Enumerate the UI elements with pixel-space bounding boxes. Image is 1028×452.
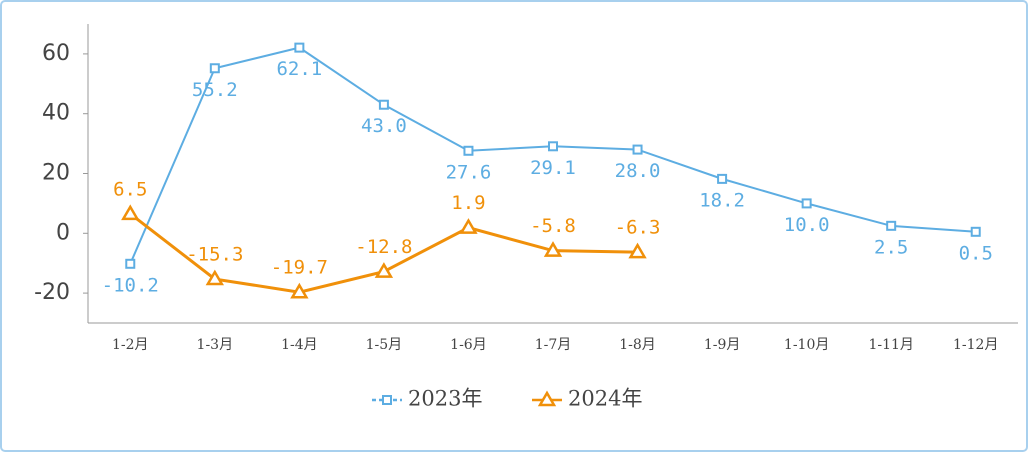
point [886, 220, 897, 231]
point [628, 242, 647, 259]
y-tick-label: 40 [42, 101, 70, 126]
x-tick-label: 1-11月 [868, 337, 913, 353]
x-tick-label: 1-6月 [450, 337, 487, 353]
value-label: -15.3 [186, 244, 243, 266]
value-label: 43.0 [361, 115, 407, 137]
value-label: 27.6 [446, 161, 492, 183]
y-tick-label: 60 [42, 41, 70, 66]
point [543, 241, 563, 257]
legend-label: 2023年 [408, 387, 482, 411]
point [801, 198, 812, 209]
value-label: -12.8 [355, 236, 412, 258]
value-label: 6.5 [113, 178, 147, 200]
point [548, 141, 558, 152]
point [121, 204, 140, 221]
legend-marker [382, 395, 392, 405]
value-label: 62.1 [276, 58, 322, 80]
point [374, 262, 394, 278]
value-label: 29.1 [530, 157, 576, 179]
value-label: 55.2 [192, 79, 238, 101]
y-tick-label: 0 [56, 220, 70, 245]
value-label: -6.3 [615, 217, 661, 239]
y-tick-label: -20 [34, 280, 70, 305]
x-tick-label: 1-7月 [535, 337, 572, 353]
point [125, 258, 136, 269]
value-label: 28.0 [615, 160, 661, 182]
point [459, 218, 478, 234]
x-tick-label: 1-10月 [784, 337, 829, 353]
value-label: 1.9 [451, 192, 485, 214]
value-label: -5.8 [530, 215, 576, 237]
y-tick-label: 20 [42, 161, 70, 186]
value-label: 18.2 [699, 189, 745, 211]
value-label: 0.5 [959, 242, 993, 264]
x-tick-label: 1-2月 [112, 337, 149, 353]
point [632, 144, 643, 155]
value-label: 2.5 [874, 236, 908, 258]
point [378, 99, 389, 110]
x-tick-label: 1-3月 [197, 337, 234, 353]
point [970, 226, 981, 237]
x-tick-label: 1-5月 [366, 337, 403, 353]
point [294, 42, 305, 53]
x-tick-label: 1-4月 [281, 337, 318, 353]
x-tick-label: 1-9月 [704, 337, 741, 353]
point [209, 63, 220, 74]
legend-marker [537, 390, 557, 407]
value-label: 10.0 [784, 214, 830, 236]
x-tick-label: 1-12月 [953, 337, 998, 353]
point [205, 269, 224, 286]
value-label: -19.7 [271, 257, 328, 279]
legend-label: 2024年 [568, 387, 642, 411]
point [290, 282, 309, 299]
point [463, 145, 474, 156]
point [717, 173, 728, 184]
value-label: -10.2 [102, 274, 159, 296]
x-tick-label: 1-8月 [619, 337, 656, 353]
